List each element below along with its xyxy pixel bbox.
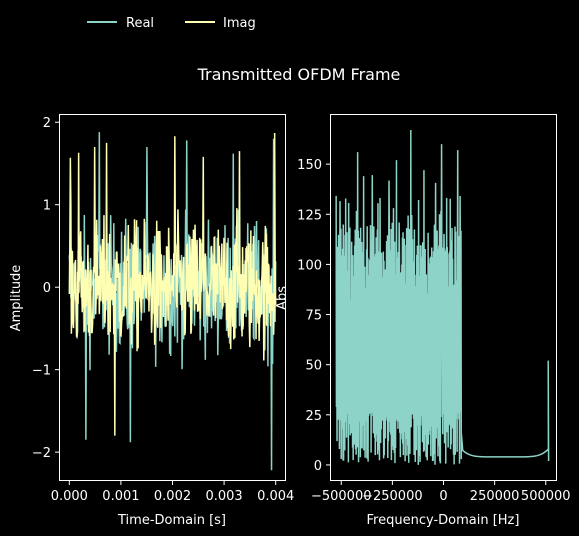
spectrum-magnitude-line xyxy=(335,130,550,465)
time-domain-y-tick-label: 2 xyxy=(43,116,51,131)
series-imag-line xyxy=(68,132,277,436)
frequency-domain-frame xyxy=(330,114,557,481)
frequency-domain-x-tick-label: 500000 xyxy=(521,489,571,504)
time-domain-x-label: Time-Domain [s] xyxy=(117,513,226,528)
legend-label-imag: Imag xyxy=(223,16,256,31)
frequency-domain-y-tick-label: 100 xyxy=(297,258,322,273)
frequency-domain-x-ticks: −500000−250000 0 250000 500000 xyxy=(311,481,571,504)
frequency-domain-x-tick-label: −500000 xyxy=(311,489,372,504)
time-domain-x-tick-label: 0.001 xyxy=(102,489,139,504)
time-domain-plot-area xyxy=(68,132,277,471)
time-domain-x-tick-label: 0.002 xyxy=(154,489,191,504)
frequency-domain-y-label: Abs xyxy=(275,286,290,310)
frequency-domain-y-tick-label: 0 xyxy=(314,459,322,474)
frequency-domain-x-tick-label: 250000 xyxy=(470,489,520,504)
frequency-domain-y-tick-label: 150 xyxy=(297,158,322,173)
frequency-domain-axes: −500000−250000 0 250000 500000 0 25 50 75 100 12… xyxy=(275,114,571,528)
frequency-domain-y-ticks: 0 25 50 75 100 125 150 xyxy=(297,158,330,474)
frequency-domain-plot-area xyxy=(335,130,550,465)
time-domain-frame xyxy=(59,114,286,481)
frequency-domain-x-label: Frequency-Domain [Hz] xyxy=(367,513,520,528)
frequency-domain-y-tick-label: 50 xyxy=(305,359,322,374)
time-domain-y-tick-label: 0 xyxy=(43,281,51,296)
frequency-domain-y-tick-label: 125 xyxy=(297,208,322,223)
time-domain-x-tick-label: 0.000 xyxy=(51,489,88,504)
time-domain-y-ticks: −2 −1 0 1 2 xyxy=(32,116,59,461)
time-domain-x-tick-label: 0.004 xyxy=(257,489,294,504)
legend-label-real: Real xyxy=(126,16,154,31)
time-domain-axes: 0.000 0.001 0.002 0.003 0.004 −2 −1 0 1 2 Time-D… xyxy=(9,114,294,528)
frequency-domain-y-tick-label: 75 xyxy=(305,309,322,324)
time-domain-y-tick-label: −2 xyxy=(32,446,51,461)
frequency-domain-x-tick-label: −250000 xyxy=(362,489,423,504)
frequency-domain-x-tick-label: 0 xyxy=(439,489,447,504)
time-domain-y-tick-label: −1 xyxy=(32,364,51,379)
time-domain-x-ticks: 0.000 0.001 0.002 0.003 0.004 xyxy=(51,481,294,504)
frequency-domain-y-tick-label: 25 xyxy=(305,409,322,424)
legend: Real Imag xyxy=(87,16,256,31)
time-domain-x-tick-label: 0.003 xyxy=(205,489,242,504)
figure-title: Transmitted OFDM Frame xyxy=(197,65,401,84)
time-domain-y-label: Amplitude xyxy=(9,265,24,332)
time-domain-y-tick-label: 1 xyxy=(43,199,51,214)
